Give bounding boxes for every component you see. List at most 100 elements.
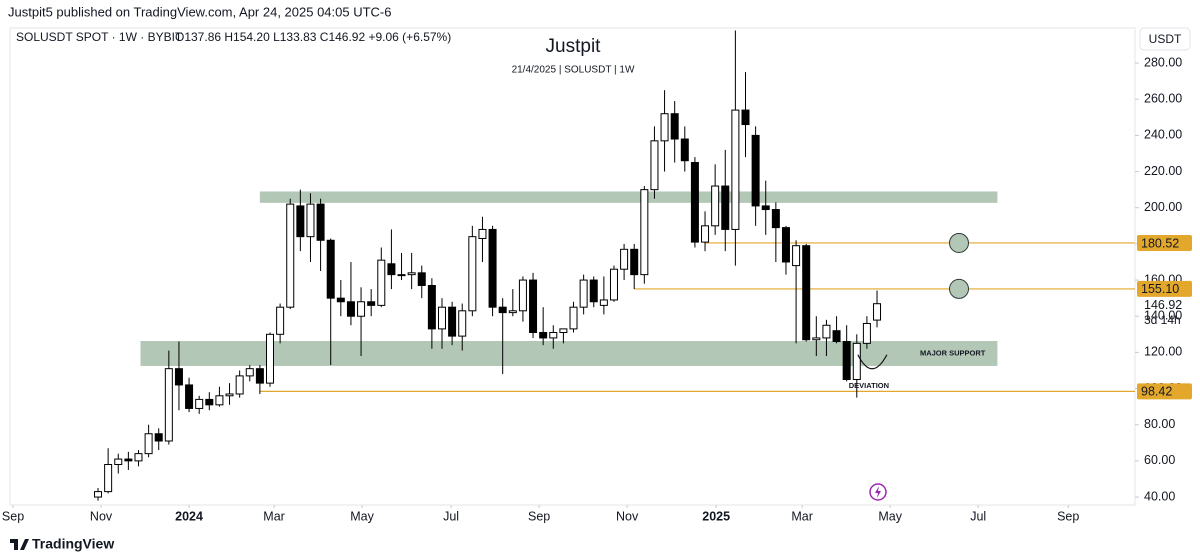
- candle-body: [741, 109, 750, 126]
- candle-body: [488, 228, 497, 308]
- level-tag-label: 98.42: [1141, 385, 1172, 399]
- chart-frame: [9, 27, 1136, 506]
- y-tick-label: 260.00: [1144, 92, 1182, 106]
- candle-body: [336, 297, 345, 303]
- candle-body: [579, 279, 588, 308]
- candle-body: [326, 239, 335, 299]
- y-tick-label: 240.00: [1144, 128, 1182, 142]
- level-tag: [1137, 234, 1192, 251]
- y-tick-label: 140.00: [1144, 309, 1182, 323]
- candle-body: [94, 491, 103, 498]
- chart-subtitle: 21/4/2025 | SOLUSDT | 1W: [512, 65, 635, 76]
- candle-body: [417, 272, 426, 286]
- candle-body: [518, 279, 527, 312]
- candle-body: [346, 301, 355, 317]
- candle-body: [559, 328, 568, 333]
- symbol: SOLUSDT SPOT · 1W · BYBIT: [16, 30, 183, 44]
- y-tick-label: 220.00: [1144, 164, 1182, 178]
- candle-body: [185, 384, 194, 409]
- x-tick-label: 2025: [702, 509, 730, 523]
- logo-mark: [10, 539, 29, 550]
- candle-body: [640, 189, 649, 276]
- x-tick-label: Nov: [90, 509, 113, 523]
- candle-body: [832, 330, 841, 343]
- chart-title: Justpit: [546, 36, 602, 57]
- candle-body: [448, 306, 457, 337]
- candle-body: [478, 228, 487, 239]
- candle-body: [842, 341, 851, 381]
- x-tick-label: Mar: [263, 509, 285, 523]
- candle-body: [377, 259, 386, 306]
- candle-body: [124, 458, 133, 462]
- x-tick-label: Jul: [970, 509, 986, 523]
- candle-body: [670, 113, 679, 140]
- deviation-label: DEVIATION: [849, 381, 889, 390]
- candle-body: [781, 227, 790, 263]
- candle-body: [306, 203, 315, 238]
- candle-body: [589, 279, 598, 303]
- candle-body: [286, 203, 295, 308]
- candle-body: [852, 342, 861, 381]
- candle-body: [104, 463, 113, 493]
- candle-body: [609, 268, 618, 301]
- candle-body: [245, 368, 254, 377]
- y-tick-label: 120.00: [1144, 345, 1182, 359]
- x-tick-label: 2024: [175, 509, 203, 523]
- candle-body: [650, 140, 659, 191]
- candle-body: [387, 263, 396, 276]
- candle-body: [276, 306, 285, 335]
- candle-body: [508, 310, 517, 314]
- candle-body: [144, 433, 153, 455]
- y-tick-label: 200.00: [1144, 200, 1182, 214]
- candle-body: [862, 322, 871, 344]
- candle-body: [721, 185, 730, 230]
- candle-body: [215, 395, 224, 406]
- zone: [259, 191, 998, 203]
- candle-body: [690, 162, 699, 243]
- candle-body: [316, 203, 325, 241]
- candle-body: [296, 205, 305, 238]
- y-tick-label: 80.00: [1144, 417, 1175, 431]
- last-price: 146.92: [1144, 298, 1182, 312]
- y-tick-label: 280.00: [1144, 55, 1182, 69]
- lightning-icon[interactable]: [869, 483, 887, 501]
- candle-body: [458, 310, 467, 337]
- candle-body: [174, 368, 183, 386]
- candle-body: [498, 306, 507, 314]
- deviation-arc: [857, 354, 888, 370]
- candle-body: [822, 324, 831, 339]
- x-tick-label: Jul: [443, 509, 459, 523]
- candle-body: [529, 279, 538, 333]
- candle-body: [549, 331, 558, 339]
- candle-body: [255, 368, 264, 384]
- candle-body: [812, 337, 821, 341]
- candle-body: [266, 333, 275, 384]
- candle-body: [630, 248, 639, 276]
- candle-body: [569, 306, 578, 330]
- icon-bolt: [875, 486, 881, 498]
- candle-body: [427, 284, 436, 330]
- candle-body: [225, 393, 234, 397]
- countdown: 3d 14h: [1144, 313, 1181, 327]
- candle-body: [205, 398, 214, 406]
- x-tick-label: Sep: [1057, 509, 1079, 523]
- candle-body: [407, 272, 416, 276]
- zone-label: MAJOR SUPPORT: [920, 348, 986, 357]
- x-tick-label: Mar: [791, 509, 813, 523]
- logo: [10, 539, 29, 550]
- target-circle: [949, 278, 969, 299]
- candle-body: [701, 225, 710, 243]
- candle-body: [660, 113, 669, 142]
- unit-box[interactable]: [1139, 27, 1191, 51]
- level-tag-label: 155.10: [1141, 282, 1179, 296]
- candle-body: [468, 236, 477, 312]
- candle-body: [164, 368, 173, 442]
- candle-body: [357, 301, 366, 317]
- candle-body: [771, 209, 780, 229]
- level-tag: [1137, 383, 1192, 400]
- candle-body: [751, 134, 760, 207]
- y-tick-label: 40.00: [1144, 489, 1175, 503]
- level-tag: [1137, 280, 1192, 297]
